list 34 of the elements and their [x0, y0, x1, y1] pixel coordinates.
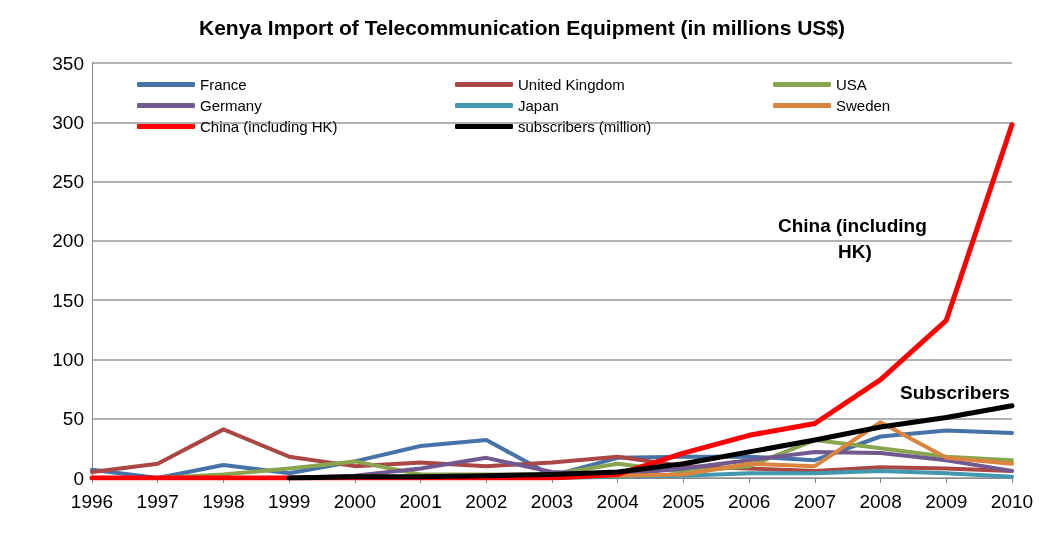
legend-label: United Kingdom — [518, 76, 625, 93]
x-tick-label: 1999 — [268, 491, 311, 512]
annotation: China (including HK) — [777, 214, 933, 262]
legend-label: China (including HK) — [200, 118, 338, 135]
x-tick-label: 2005 — [662, 491, 705, 512]
annotation: Subscribers — [900, 381, 1010, 403]
x-tick-label: 2002 — [465, 491, 508, 512]
x-tick-label: 2006 — [728, 491, 771, 512]
y-tick-label: 0 — [73, 467, 84, 489]
legend-label: France — [200, 76, 247, 93]
x-tick-label: 1996 — [70, 491, 114, 512]
x-tick-label: 1997 — [136, 491, 179, 512]
legend-label: Sweden — [836, 97, 891, 114]
y-tick-label: 50 — [62, 408, 84, 430]
x-tick-label: 2009 — [925, 491, 968, 512]
legend-label: Germany — [200, 97, 263, 114]
chart-title: Kenya Import of Telecommunication Equipment (in millions US$) — [198, 16, 846, 39]
x-tick-label: 2010 — [990, 491, 1034, 512]
y-tick-label: 100 — [52, 348, 84, 370]
x-tick-label: 2007 — [793, 491, 836, 512]
legend-label: Japan — [518, 97, 559, 114]
x-tick-label: 2003 — [530, 491, 574, 512]
y-tick-label: 200 — [52, 230, 84, 252]
x-tick-label: 2004 — [596, 491, 640, 512]
y-tick-label: 250 — [52, 171, 84, 193]
legend-label: USA — [836, 76, 867, 93]
y-tick-label: 350 — [52, 52, 84, 74]
x-tick-label: 2008 — [859, 491, 902, 512]
x-tick-label: 2001 — [399, 491, 442, 512]
y-tick-label: 150 — [52, 289, 84, 311]
y-tick-label: 300 — [52, 111, 84, 133]
legend-label: subscribers (million) — [518, 118, 652, 135]
x-tick-label: 1998 — [202, 491, 245, 512]
x-tick-label: 2000 — [333, 491, 376, 512]
